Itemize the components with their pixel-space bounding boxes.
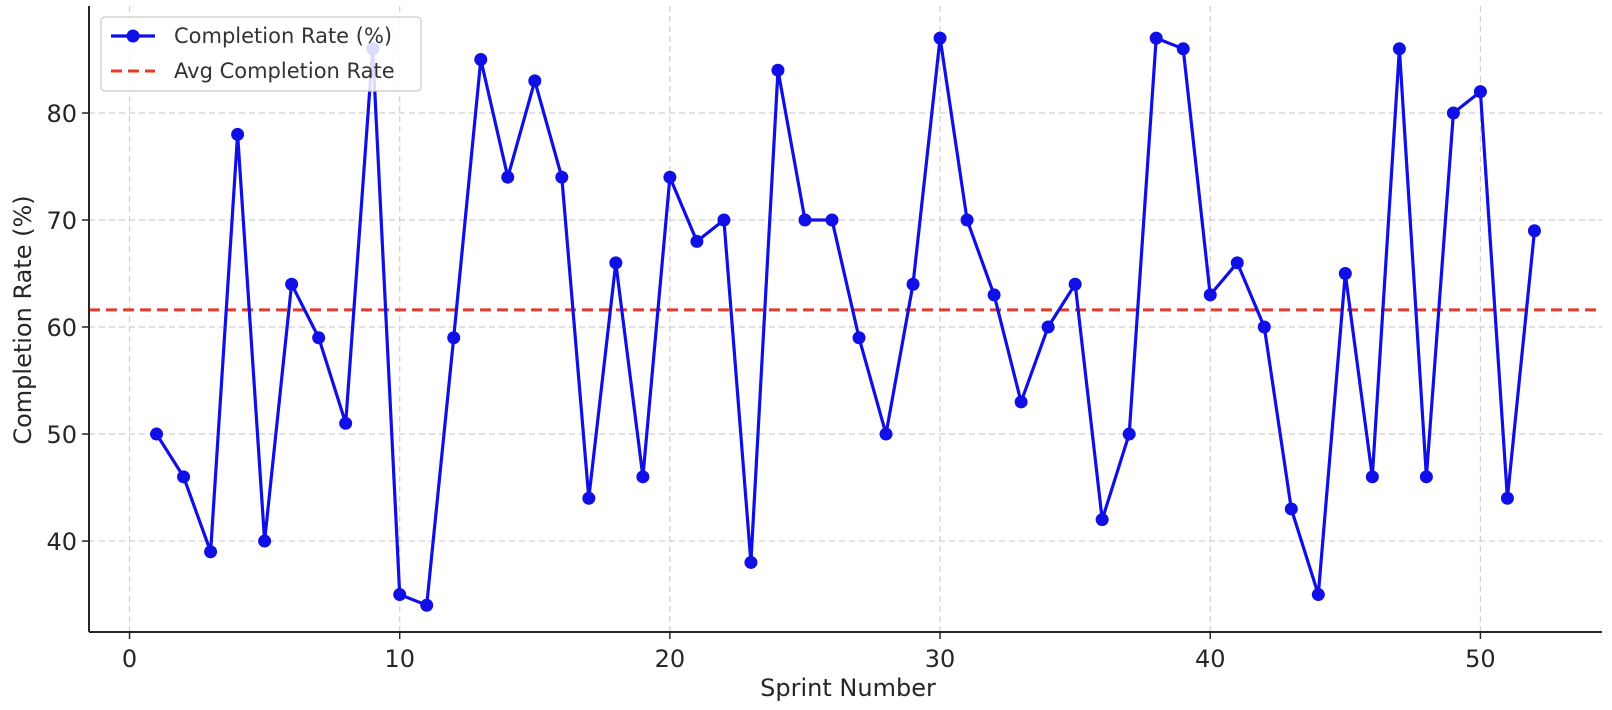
y-tick-label: 50	[46, 421, 77, 449]
data-point	[987, 288, 1001, 302]
legend-label-completion-rate: Completion Rate (%)	[174, 24, 392, 48]
data-point	[1446, 106, 1460, 120]
y-tick-label: 70	[46, 207, 77, 235]
data-point	[1203, 288, 1217, 302]
data-point	[1527, 224, 1541, 238]
data-point	[582, 491, 596, 505]
x-tick-label: 50	[1465, 645, 1496, 673]
data-point	[231, 127, 245, 141]
data-point	[1284, 502, 1298, 516]
data-point	[933, 31, 947, 45]
data-point	[285, 277, 299, 291]
data-point	[1365, 470, 1379, 484]
data-point	[1311, 588, 1325, 602]
data-point	[312, 331, 326, 345]
data-point	[879, 427, 893, 441]
x-tick-label: 10	[384, 645, 415, 673]
data-point	[825, 213, 839, 227]
data-point	[717, 213, 731, 227]
data-point	[1095, 513, 1109, 527]
data-point	[1257, 320, 1271, 334]
data-point	[339, 416, 353, 430]
data-point	[555, 170, 569, 184]
axes	[82, 6, 1602, 639]
x-tick-label: 30	[925, 645, 956, 673]
data-point	[177, 470, 191, 484]
x-tick-label: 20	[655, 645, 686, 673]
data-point	[1176, 42, 1190, 56]
data-point	[663, 170, 677, 184]
data-point	[1419, 470, 1433, 484]
data-point	[1392, 42, 1406, 56]
data-point	[1014, 395, 1028, 409]
x-tick-label: 40	[1195, 645, 1226, 673]
series-line-completion-rate	[155, 36, 1537, 607]
data-point	[204, 545, 218, 559]
legend-box	[100, 16, 422, 92]
data-point	[906, 277, 920, 291]
data-point	[150, 427, 164, 441]
data-point	[1068, 277, 1082, 291]
data-point	[1122, 427, 1136, 441]
data-point	[798, 213, 812, 227]
data-point	[1149, 31, 1163, 45]
legend: Completion Rate (%) Avg Completion Rate	[100, 16, 422, 92]
data-point	[852, 331, 866, 345]
x-axis-label: Sprint Number	[760, 674, 936, 702]
data-point	[1500, 491, 1514, 505]
data-point	[960, 213, 974, 227]
data-point	[771, 63, 785, 77]
data-point	[690, 234, 704, 248]
data-point	[744, 555, 758, 569]
data-point	[258, 534, 272, 548]
x-tick-label: 0	[122, 645, 137, 673]
data-point	[1473, 85, 1487, 99]
legend-marker-completion-rate	[126, 29, 140, 43]
data-point	[420, 598, 434, 612]
data-point	[1041, 320, 1055, 334]
data-point	[528, 74, 542, 88]
tick-labels: 0 10 20 30 40 50 40 50 60 70 80	[46, 100, 1495, 673]
data-point	[609, 256, 623, 270]
data-point	[1230, 256, 1244, 270]
y-tick-label: 80	[46, 100, 77, 128]
data-point	[474, 53, 488, 67]
grid	[89, 6, 1602, 632]
data-point	[1338, 267, 1352, 281]
data-point	[447, 331, 461, 345]
y-tick-label: 60	[46, 314, 77, 342]
data-point	[393, 588, 407, 602]
series-layer	[150, 31, 1541, 612]
y-axis-label: Completion Rate (%)	[9, 195, 37, 444]
y-tick-label: 40	[46, 528, 77, 556]
legend-label-avg-completion-rate: Avg Completion Rate	[174, 59, 395, 83]
data-point	[636, 470, 650, 484]
data-point	[501, 170, 515, 184]
